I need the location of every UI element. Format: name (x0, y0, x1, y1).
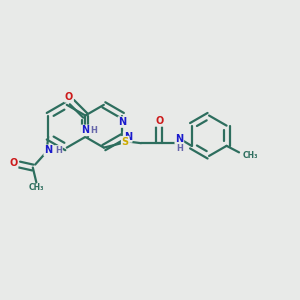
Text: N: N (175, 134, 183, 144)
Text: S: S (122, 137, 129, 147)
Text: O: O (155, 116, 164, 126)
Text: CH₃: CH₃ (243, 151, 258, 160)
Text: N: N (81, 125, 89, 135)
Text: H: H (176, 144, 183, 153)
Text: H: H (90, 126, 97, 135)
Text: O: O (65, 92, 73, 102)
Text: N: N (44, 145, 52, 155)
Text: H: H (55, 146, 62, 155)
Text: O: O (9, 158, 18, 168)
Text: N: N (118, 117, 126, 127)
Text: N: N (124, 132, 132, 142)
Text: CH₃: CH₃ (28, 183, 44, 192)
